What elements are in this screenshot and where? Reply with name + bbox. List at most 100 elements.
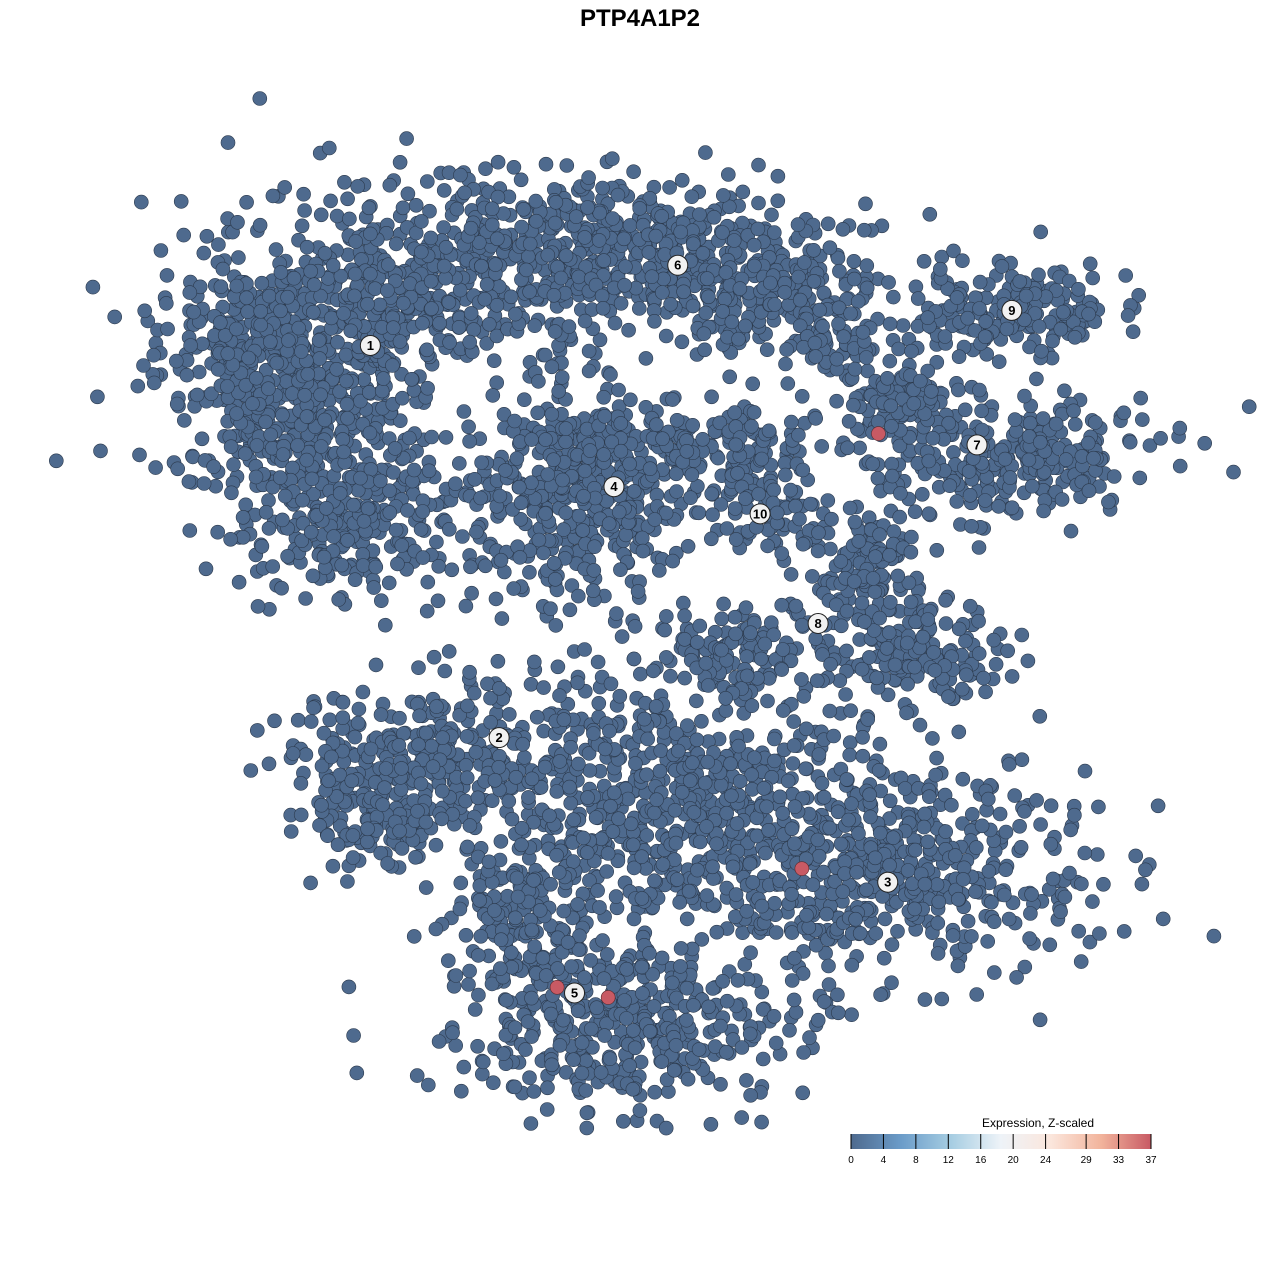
data-point bbox=[1024, 478, 1040, 494]
data-point bbox=[160, 321, 175, 337]
data-point bbox=[783, 482, 798, 498]
data-point bbox=[679, 911, 695, 927]
data-point bbox=[305, 304, 321, 320]
data-point bbox=[1226, 464, 1241, 480]
data-point bbox=[211, 237, 226, 252]
data-point bbox=[890, 568, 906, 584]
data-point bbox=[372, 297, 388, 313]
data-point bbox=[414, 214, 429, 229]
data-point bbox=[434, 783, 450, 799]
data-point bbox=[481, 316, 497, 332]
data-point bbox=[536, 545, 551, 561]
data-point bbox=[555, 472, 570, 488]
data-point bbox=[577, 313, 593, 329]
data-point bbox=[547, 215, 563, 231]
data-point bbox=[179, 367, 195, 383]
data-point bbox=[418, 814, 434, 830]
data-point bbox=[297, 203, 312, 218]
data-point bbox=[361, 200, 377, 216]
data-point bbox=[1036, 503, 1051, 519]
data-point bbox=[763, 615, 779, 631]
data-point bbox=[1172, 458, 1188, 474]
data-point bbox=[470, 790, 486, 806]
data-point bbox=[971, 540, 987, 555]
data-point bbox=[665, 392, 680, 407]
data-point bbox=[547, 571, 563, 587]
data-point bbox=[616, 231, 632, 247]
data-point bbox=[912, 373, 928, 389]
data-point bbox=[159, 268, 175, 283]
data-point bbox=[230, 215, 245, 230]
data-point bbox=[272, 470, 288, 485]
data-point bbox=[610, 187, 626, 203]
data-point bbox=[881, 275, 896, 290]
data-point bbox=[562, 779, 577, 795]
data-point bbox=[375, 797, 390, 813]
data-point bbox=[590, 654, 606, 670]
data-point bbox=[408, 198, 424, 213]
data-point bbox=[822, 703, 838, 719]
data-point bbox=[732, 281, 748, 296]
data-point bbox=[586, 726, 601, 741]
data-point bbox=[921, 506, 937, 522]
data-point bbox=[835, 222, 851, 237]
data-point bbox=[850, 294, 866, 309]
data-point bbox=[429, 534, 444, 550]
data-point bbox=[738, 600, 754, 616]
data-point bbox=[423, 273, 439, 289]
data-point bbox=[997, 451, 1013, 467]
data-point bbox=[808, 411, 824, 426]
data-point bbox=[325, 858, 341, 874]
data-point bbox=[876, 950, 892, 966]
data-point bbox=[420, 574, 436, 590]
data-point bbox=[728, 532, 744, 547]
data-point bbox=[859, 258, 875, 273]
data-point bbox=[1068, 416, 1083, 432]
data-point bbox=[977, 329, 993, 345]
data-point bbox=[253, 303, 269, 319]
data-point bbox=[466, 685, 482, 701]
data-point bbox=[484, 201, 500, 216]
data-point bbox=[490, 154, 506, 170]
data-point bbox=[332, 486, 348, 501]
data-point bbox=[591, 695, 607, 711]
data-point bbox=[647, 313, 662, 329]
data-point bbox=[751, 486, 767, 502]
data-point bbox=[226, 457, 241, 472]
data-point bbox=[923, 383, 939, 399]
data-point bbox=[791, 269, 806, 285]
data-point bbox=[962, 598, 978, 614]
data-point bbox=[689, 634, 705, 650]
data-point bbox=[347, 572, 363, 588]
data-point bbox=[651, 563, 667, 578]
data-point bbox=[441, 295, 457, 310]
data-point bbox=[220, 135, 236, 150]
data-point bbox=[312, 351, 327, 366]
data-point bbox=[634, 849, 650, 865]
data-point bbox=[623, 392, 638, 408]
data-point bbox=[441, 644, 457, 659]
data-point bbox=[316, 549, 332, 565]
data-point bbox=[93, 443, 108, 459]
data-point bbox=[925, 430, 941, 446]
data-point bbox=[836, 329, 851, 345]
data-point bbox=[809, 673, 825, 689]
data-point bbox=[714, 611, 730, 627]
data-point bbox=[622, 456, 637, 472]
data-point bbox=[698, 145, 713, 160]
data-point bbox=[804, 569, 820, 584]
data-point bbox=[317, 246, 333, 261]
data-point bbox=[1086, 450, 1101, 466]
data-point bbox=[191, 364, 207, 380]
data-point bbox=[703, 531, 719, 547]
data-point bbox=[908, 614, 923, 630]
data-point bbox=[1088, 415, 1103, 430]
data-point bbox=[728, 437, 744, 453]
data-point bbox=[528, 213, 544, 229]
data-point bbox=[580, 200, 595, 215]
data-point bbox=[239, 195, 254, 210]
data-point bbox=[311, 333, 327, 348]
data-point bbox=[662, 180, 677, 195]
data-point bbox=[971, 613, 986, 629]
